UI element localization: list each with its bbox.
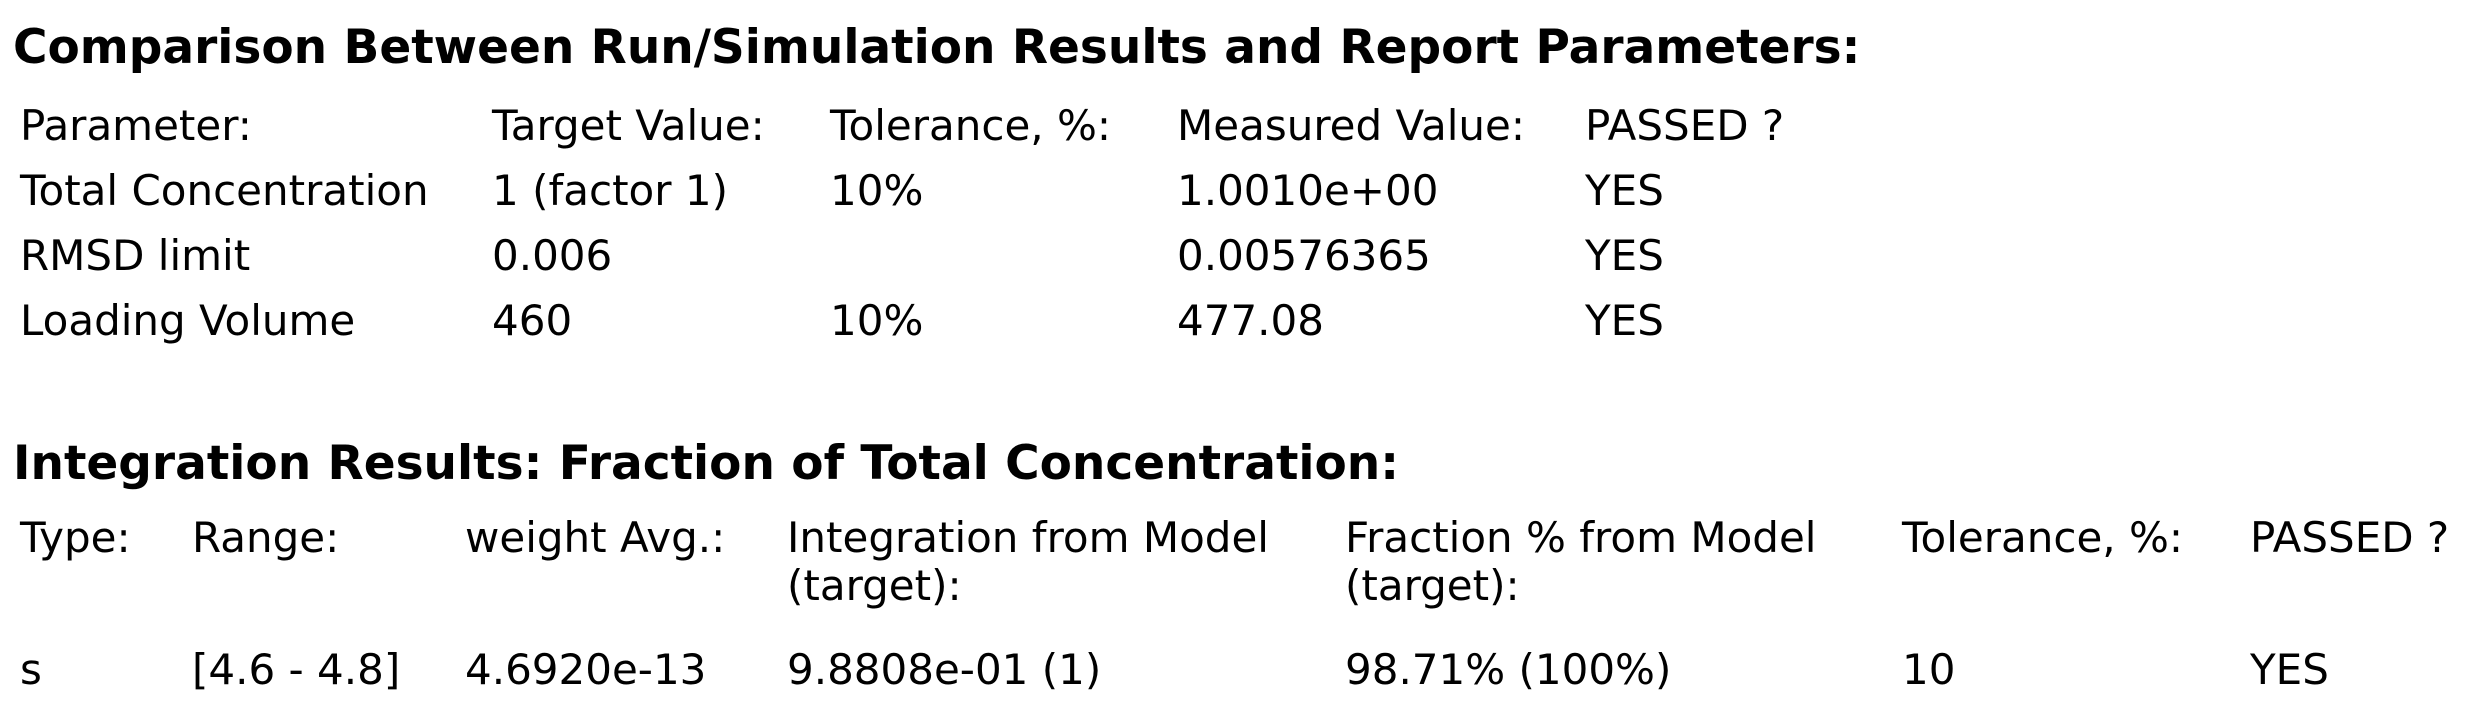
- cell-parameter: Total Concentration: [20, 166, 429, 215]
- cell-target-value: 1 (factor 1): [492, 166, 728, 215]
- cell-target-value: 460: [492, 296, 573, 345]
- cell-target-value: 0.006: [492, 231, 613, 280]
- cell-weight-avg: 4.6920e-13: [465, 645, 707, 694]
- cell-integration: 9.8808e-01 (1): [787, 645, 1102, 694]
- cell-tolerance: [830, 232, 1177, 297]
- cell-measured-value: 0.00576365: [1177, 231, 1431, 280]
- column-header-passed: PASSED ?: [2250, 513, 2450, 562]
- cell-fraction: 98.71% (100%): [1345, 645, 1672, 694]
- comparison-table: Parameter: Target Value: Tolerance, %: M…: [20, 102, 1784, 362]
- cell-parameter: RMSD limit: [20, 231, 251, 280]
- column-header-tolerance: Tolerance, %:: [830, 101, 1112, 150]
- cell-passed-status: YES: [1585, 231, 1664, 280]
- cell-tolerance: 10: [1902, 645, 1956, 694]
- column-header-range: Range:: [192, 513, 340, 562]
- column-header-fraction: Fraction % from Model (target):: [1345, 513, 1817, 610]
- cell-range: [4.6 - 4.8]: [192, 645, 401, 694]
- column-header-target-value: Target Value:: [492, 101, 765, 150]
- cell-passed-status: YES: [2250, 645, 2329, 694]
- cell-tolerance: 10%: [830, 166, 924, 215]
- integration-table: Type: Range: weight Avg.: Integration fr…: [20, 514, 2449, 694]
- column-header-integration: Integration from Model (target):: [787, 513, 1269, 610]
- column-header-weight-avg: weight Avg.:: [465, 513, 726, 562]
- column-header-type: Type:: [20, 513, 131, 562]
- cell-measured-value: 1.0010e+00: [1177, 166, 1439, 215]
- column-header-tolerance: Tolerance, %:: [1902, 513, 2184, 562]
- column-header-measured-value: Measured Value:: [1177, 101, 1525, 150]
- cell-measured-value: 477.08: [1177, 296, 1324, 345]
- cell-tolerance: 10%: [830, 296, 924, 345]
- cell-passed-status: YES: [1585, 166, 1664, 215]
- comparison-section-title: Comparison Between Run/Simulation Result…: [13, 20, 1861, 75]
- column-header-passed: PASSED ?: [1585, 101, 1785, 150]
- cell-passed-status: YES: [1585, 296, 1664, 345]
- integration-section-title: Integration Results: Fraction of Total C…: [13, 436, 1400, 491]
- cell-type: s: [20, 645, 42, 694]
- column-header-parameter: Parameter:: [20, 101, 252, 150]
- cell-parameter: Loading Volume: [20, 296, 356, 345]
